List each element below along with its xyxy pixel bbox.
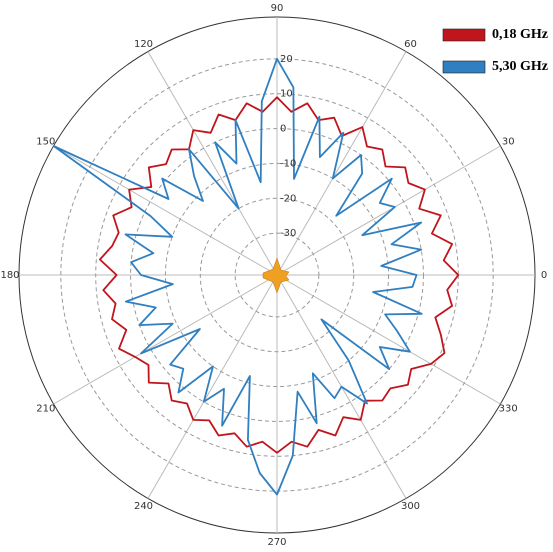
legend-label: 0,18 GHz — [492, 27, 548, 42]
spoke-line — [54, 275, 277, 404]
legend-swatch — [443, 61, 485, 73]
angle-label: 240 — [134, 501, 153, 512]
legend-label: 5,30 GHz — [492, 59, 548, 74]
radial-tick-label: 0 — [280, 124, 286, 135]
angle-label: 90 — [271, 3, 284, 14]
aircraft-icon — [263, 258, 289, 293]
spoke-line — [54, 146, 277, 275]
radial-tick-label: -20 — [280, 193, 296, 204]
angle-label: 180 — [0, 270, 19, 281]
spoke-line — [277, 275, 500, 404]
legend-swatch — [443, 29, 485, 41]
radial-tick-label: -30 — [280, 228, 296, 239]
angle-label: 270 — [267, 537, 286, 548]
angle-label: 120 — [134, 39, 153, 50]
angle-label: 330 — [499, 404, 518, 415]
radial-tick-label: -10 — [280, 158, 296, 169]
angle-label: 210 — [36, 404, 55, 415]
chart: 0 30 60 90 120 150 180 210 240 270 300 330 -30 -20 -10… — [0, 0, 553, 548]
angle-label: 60 — [404, 39, 417, 50]
marks — [54, 59, 459, 495]
legend: 0,18 GHz 5,30 GHz — [443, 27, 548, 74]
radial-tick-label: 20 — [280, 54, 293, 65]
angle-label: 300 — [401, 501, 420, 512]
angle-label: 150 — [36, 137, 55, 148]
angle-label: 0 — [541, 270, 547, 281]
spoke-line — [277, 146, 500, 275]
spoke-line — [277, 52, 406, 275]
radial-tick-label: 10 — [280, 89, 293, 100]
angle-label: 30 — [502, 137, 515, 148]
